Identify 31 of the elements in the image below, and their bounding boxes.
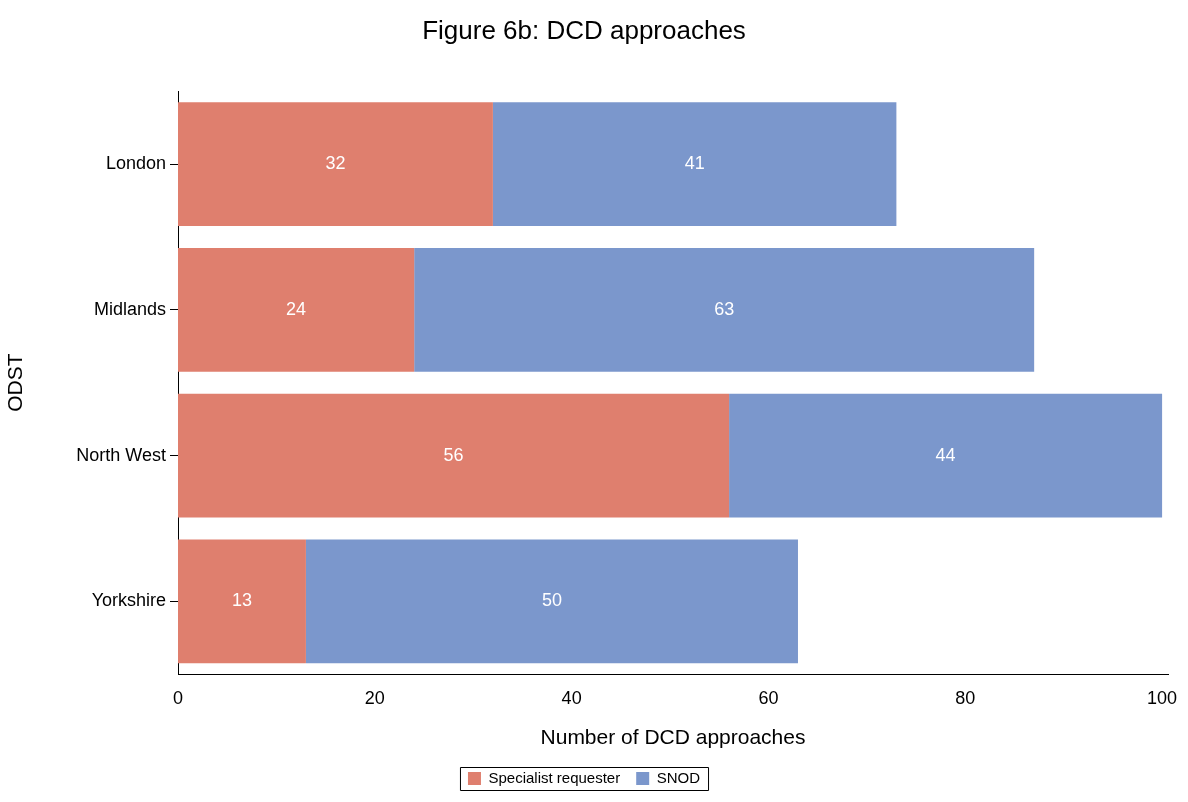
x-tick-label: 20	[364, 687, 385, 708]
bar	[305, 539, 798, 664]
x-tick-label: 60	[758, 687, 779, 708]
bar	[178, 102, 493, 227]
legend-label: SNOD	[656, 768, 701, 786]
bar	[729, 393, 1163, 518]
bar	[178, 393, 730, 518]
legend-label: Specialist requester	[488, 768, 621, 786]
x-tick-label: 0	[172, 687, 184, 708]
data-label: 44	[935, 444, 956, 465]
chart-title: Figure 6b: DCD approaches	[422, 14, 746, 45]
y-tick-label: Midlands	[93, 298, 166, 319]
y-tick-label: Yorkshire	[91, 590, 166, 611]
x-tick-label: 40	[561, 687, 582, 708]
data-label: 24	[286, 298, 307, 319]
bar	[178, 247, 415, 372]
y-tick-label: North West	[76, 444, 166, 465]
data-label: 50	[541, 590, 562, 611]
data-label: 56	[443, 444, 464, 465]
x-tick-label: 80	[955, 687, 976, 708]
y-tick-label: London	[105, 153, 166, 174]
x-axis-title: Number of DCD approaches	[540, 725, 806, 749]
data-label: 13	[231, 590, 252, 611]
x-tick-label: 100	[1147, 687, 1178, 708]
bar	[178, 539, 306, 664]
data-label: 41	[684, 153, 705, 174]
y-axis-title: ODST	[3, 353, 27, 412]
bar	[414, 247, 1035, 372]
data-label: 63	[714, 298, 735, 319]
data-label: 32	[325, 153, 346, 174]
bar	[492, 102, 897, 227]
